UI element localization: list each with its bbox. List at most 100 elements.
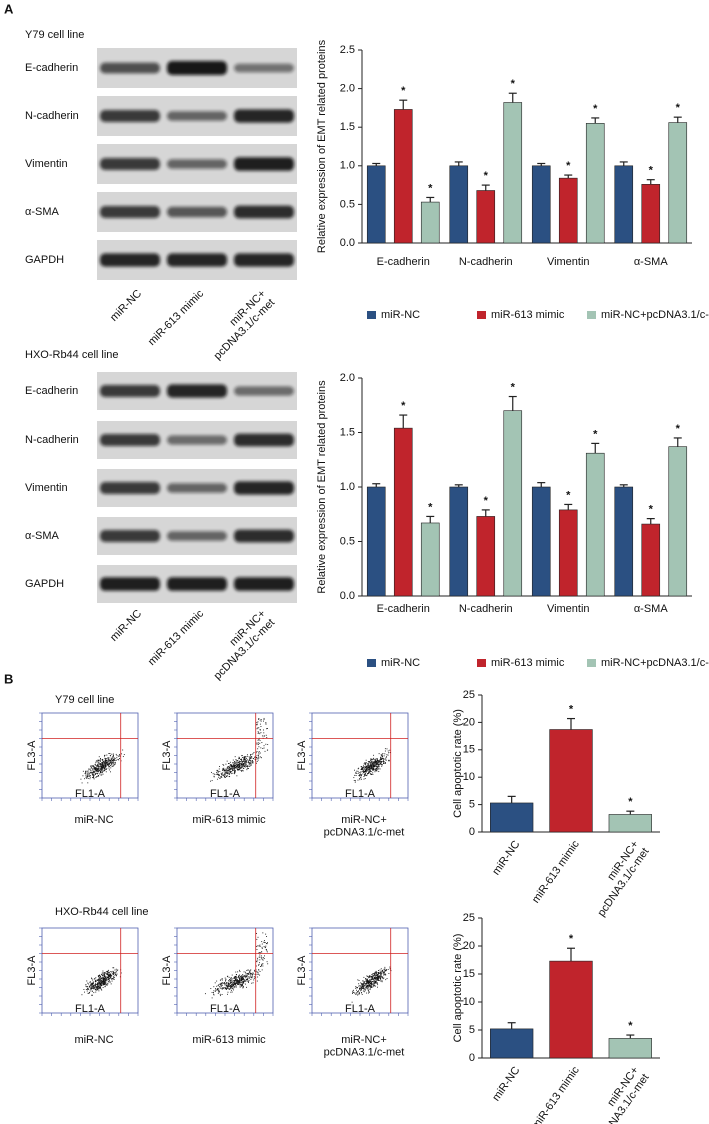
flow-dot [225,772,227,774]
flow-dot [250,762,252,764]
flow-axis-label: FL3-A [296,740,308,771]
flow-dot [224,776,226,778]
flow-dot [89,981,91,983]
flow-dot [374,771,376,773]
flow-dot [256,751,258,752]
flow-dot [102,773,104,775]
flow-dot [377,762,379,764]
flow-dot [97,766,99,768]
flow-dot [226,989,227,990]
blot-band [234,529,294,543]
flow-dot [101,973,103,975]
flow-dot [111,764,113,765]
flow-dot [99,986,101,987]
flow-dot [380,980,382,982]
flow-dot [241,977,243,979]
flow-dot [98,975,100,977]
flow-dot [367,982,369,984]
flow-dot [370,985,372,987]
flow-dot [261,969,263,971]
flow-dot [91,985,93,987]
flow-dot [241,982,243,984]
flow-dot [375,979,377,981]
flow-dot [84,778,86,780]
flow-dot [110,975,112,977]
flow-dot [244,758,245,759]
flow-dot [113,757,115,759]
flow-dot [238,981,240,983]
legend-swatch [367,659,376,667]
flow-dot [366,985,368,987]
flow-dot [236,761,238,763]
flow-dot [234,767,236,768]
flow-dot [106,976,108,978]
flow-dot [221,983,222,984]
flow-dot [366,765,368,767]
error-bar [399,414,408,429]
flow-dot [374,980,376,982]
flow-dot [252,761,254,763]
flow-dot [241,975,243,977]
flow-dot [245,976,247,978]
flow-dot [365,773,367,775]
flow-dot [355,987,357,988]
y-tick-label: 25 [463,689,475,701]
flow-dot [235,765,237,767]
flow-dot [385,979,387,981]
flow-dot [381,757,383,759]
flow-dot [264,750,266,752]
flow-dot [106,754,108,756]
flow-dot [372,978,374,980]
flow-dot [373,982,375,984]
flow-dot [244,980,245,982]
flow-dot [228,984,230,986]
flow-dot [102,767,104,769]
flow-dot [367,767,369,769]
flow-dot [365,769,366,771]
flow-dot [376,977,378,979]
flow-dot [250,753,251,755]
flow-dot [257,731,259,733]
flow-dot [88,774,90,776]
flow-dot [93,774,95,776]
flow-dot [102,983,104,984]
flow-dot [94,769,96,771]
flow-dot [229,769,231,771]
flow-dot [258,969,260,971]
flow-dot [381,971,383,973]
error-bar [564,174,573,179]
flow-dot [100,983,102,985]
flow-dot [227,991,229,993]
flow-dot [375,978,377,980]
flow-dot [363,778,365,780]
flow-dot [102,764,104,766]
flow-dot [261,957,263,959]
flow-dot [380,976,382,978]
flow-dot [242,976,244,978]
flow-dot [107,971,108,973]
flow-dot [242,987,244,989]
flow-dot [97,760,99,762]
flow-dot [103,763,105,765]
flow-dot [93,767,95,769]
flow-dot [110,760,112,762]
flow-dot [254,973,256,975]
flow-dot [241,769,243,771]
flow-dot [238,766,240,768]
flow-dot [258,964,260,966]
flow-dot [213,986,215,988]
flow-dot [109,980,111,982]
flow-dot [98,769,100,771]
flow-dot [259,756,261,758]
flow-dot [225,775,227,777]
flow-dot [257,964,259,966]
flow-axis-label: FL1-A [345,788,376,800]
flow-dot [358,992,360,994]
flow-dot [252,972,254,974]
flow-dot [216,989,218,991]
flow-dot [237,983,239,985]
flow-dot [243,760,245,762]
flow-dot [367,987,369,989]
flow-dot [225,770,227,772]
